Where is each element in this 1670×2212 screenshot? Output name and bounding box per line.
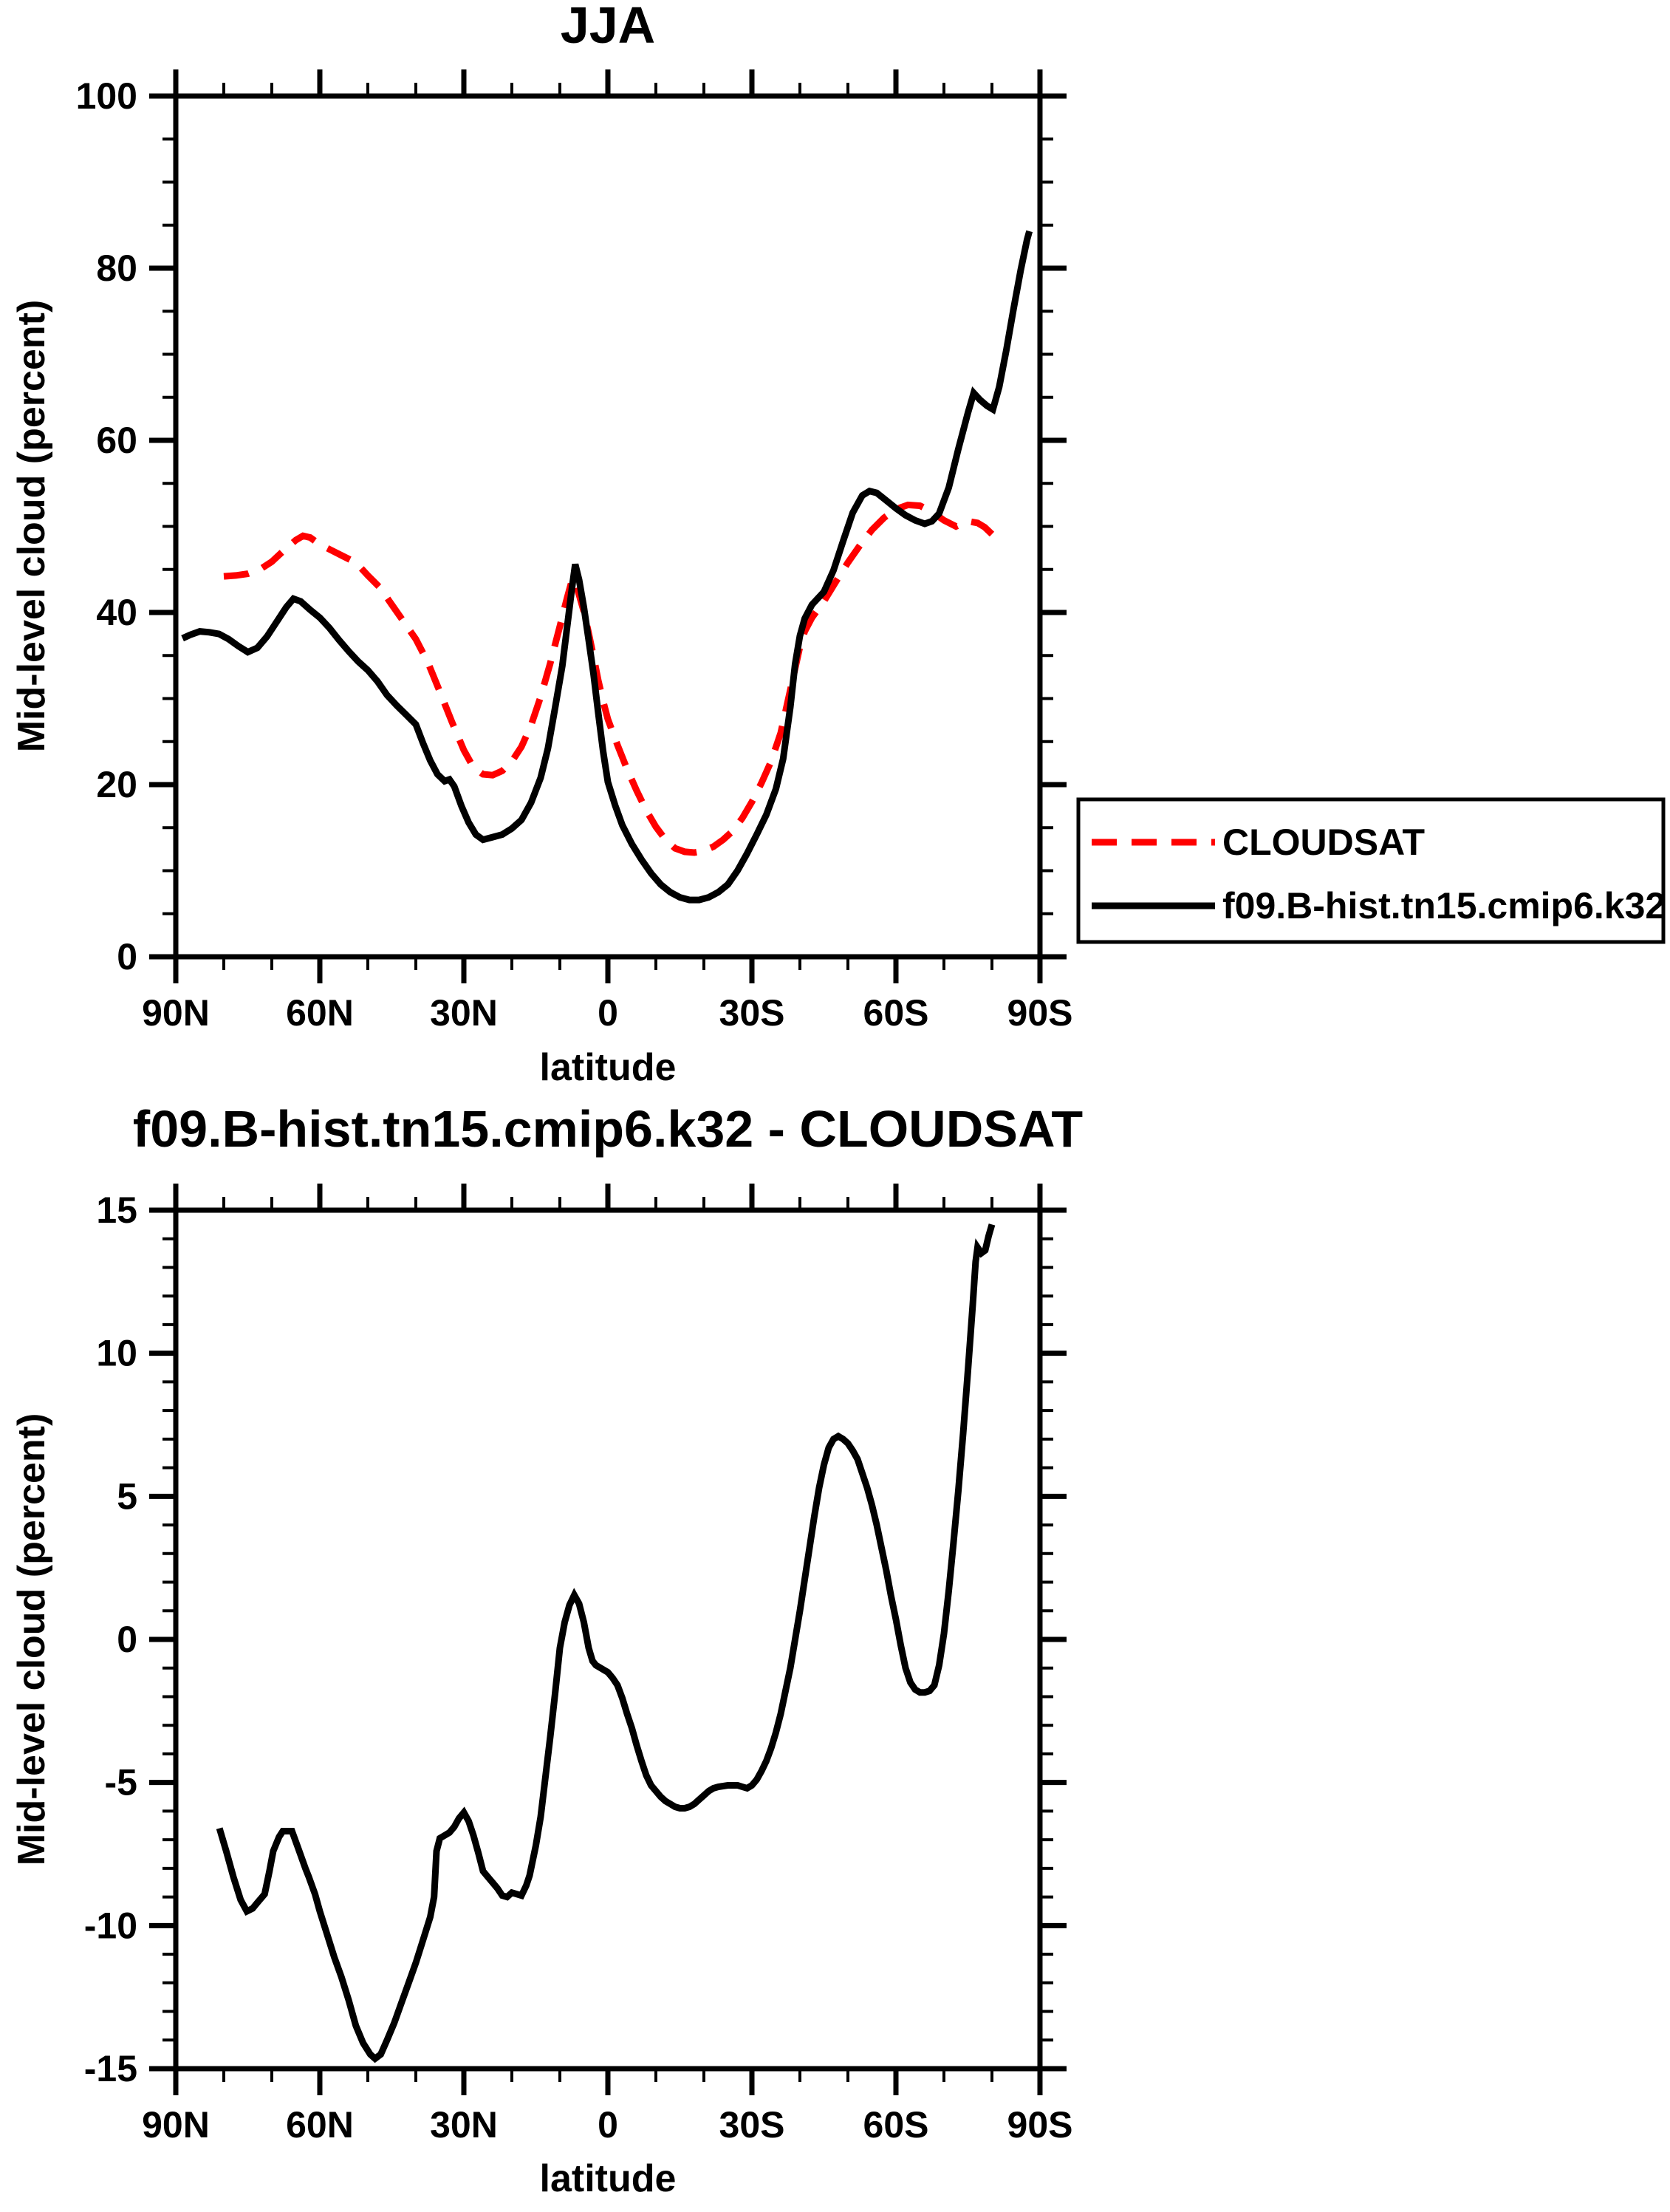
top-series (181, 230, 1033, 904)
series-line-cloudsat (223, 501, 995, 856)
top-x-axis-title: latitude (540, 1046, 677, 1089)
y-tick-label: 20 (96, 764, 137, 805)
x-tick-label: 90S (1007, 992, 1073, 1034)
series-line-difference (216, 1223, 996, 2063)
x-tick-label: 90N (142, 992, 210, 1034)
bottom-series (216, 1223, 996, 2063)
x-tick-label: 30N (430, 2104, 498, 2146)
x-tick-label: 30N (430, 992, 498, 1034)
legend: CLOUDSAT f09.B-hist.tn15.cmip6.k32 (1076, 797, 1666, 944)
y-tick-label: 15 (96, 1189, 137, 1231)
y-tick-label: 5 (117, 1475, 137, 1517)
bottom-chart-title: f09.B-hist.tn15.cmip6.k32 - CLOUDSAT (133, 1100, 1083, 1158)
top-chart-title: JJA (561, 0, 655, 54)
y-tick-label: 40 (96, 592, 137, 633)
legend-frame (1076, 797, 1666, 944)
series-line-f09-b-hist-tn15-cmip6-k32 (181, 230, 1033, 904)
y-tick-label: 10 (96, 1333, 137, 1374)
legend-label-cloudsat: CLOUDSAT (1222, 822, 1425, 863)
top-y-axis-title: Mid-level cloud (percent) (10, 300, 53, 753)
x-tick-label: 0 (598, 992, 618, 1034)
y-tick-label: -15 (84, 2048, 137, 2089)
x-tick-label: 60S (863, 2104, 929, 2146)
y-tick-label: 0 (117, 936, 137, 977)
x-tick-label: 30S (719, 992, 785, 1034)
y-tick-label: 0 (117, 1619, 137, 1660)
y-tick-label: -5 (105, 1762, 137, 1803)
bottom-x-axis-title: latitude (540, 2157, 677, 2200)
y-tick-label: 80 (96, 248, 137, 289)
x-tick-label: 90N (142, 2104, 210, 2146)
x-tick-label: 60S (863, 992, 929, 1034)
bottom-panel: f09.B-hist.tn15.cmip6.k32 - CLOUDSAT Mid… (10, 1100, 1083, 2200)
x-tick-label: 90S (1007, 2104, 1073, 2146)
legend-label-model: f09.B-hist.tn15.cmip6.k32 (1222, 885, 1666, 926)
y-tick-label: 100 (76, 75, 137, 117)
x-tick-label: 0 (598, 2104, 618, 2146)
bottom-y-axis-title: Mid-level cloud (percent) (10, 1413, 53, 1866)
x-tick-label: 60N (286, 2104, 354, 2146)
x-tick-label: 60N (286, 992, 354, 1034)
plot-frame (173, 1207, 1043, 2072)
y-tick-label: -10 (84, 1905, 137, 1946)
top-axes: 90N 60N 30N 0 30S 60S 90S 0 20 40 60 80 100 (76, 69, 1073, 1034)
bottom-axes: 90N 60N 30N 0 30S 60S 90S -15 -10 -5 0 5 10 15 (84, 1184, 1073, 2146)
top-panel: JJA Mid-level cloud (percent) latitude 9… (10, 0, 1666, 1089)
plot-frame (173, 93, 1043, 960)
x-tick-label: 30S (719, 2104, 785, 2146)
y-tick-label: 60 (96, 420, 137, 461)
